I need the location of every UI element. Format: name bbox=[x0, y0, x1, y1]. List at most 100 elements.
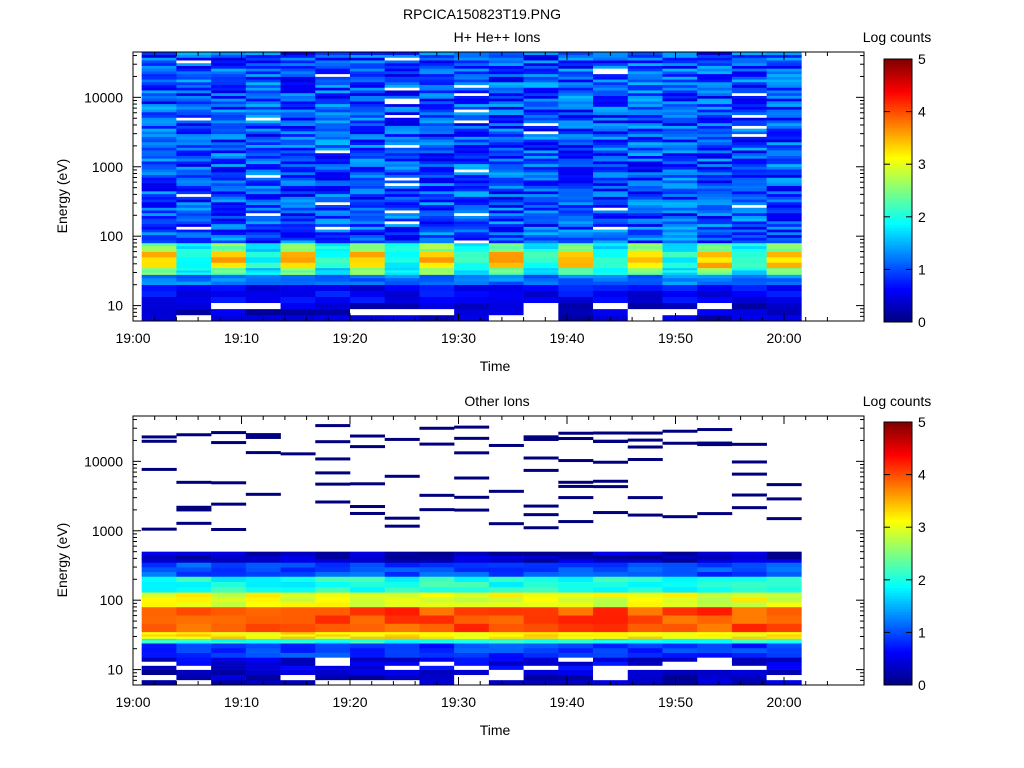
heatmap-cell bbox=[627, 120, 663, 124]
heatmap-cell bbox=[697, 103, 733, 107]
heatmap-cell bbox=[593, 103, 629, 107]
heatmap-cell bbox=[211, 237, 247, 241]
heatmap-cell bbox=[523, 177, 559, 181]
heatmap-cell bbox=[280, 674, 316, 681]
heatmap-cell bbox=[766, 62, 802, 66]
heatmap-cell bbox=[697, 114, 733, 118]
heatmap-cell bbox=[731, 82, 767, 86]
heatmap-cell bbox=[523, 174, 559, 178]
heatmap-cell bbox=[558, 480, 594, 484]
heatmap-cell bbox=[315, 592, 351, 598]
heatmap-cell bbox=[697, 68, 733, 72]
heatmap-cell bbox=[350, 581, 386, 588]
heatmap-cell bbox=[731, 221, 767, 225]
heatmap-cell bbox=[384, 191, 420, 195]
heatmap-cell bbox=[627, 54, 663, 58]
heatmap-cell bbox=[593, 431, 629, 435]
heatmap-cell bbox=[280, 229, 316, 233]
heatmap-cell bbox=[766, 267, 802, 271]
colorbar-swatch bbox=[884, 114, 912, 118]
heatmap-cell bbox=[731, 641, 767, 644]
heatmap-cell bbox=[731, 281, 767, 285]
heatmap-cell bbox=[488, 73, 524, 77]
heatmap-cell bbox=[280, 182, 316, 186]
heatmap-cell bbox=[350, 290, 386, 298]
heatmap-cell bbox=[488, 234, 524, 238]
heatmap-cell bbox=[315, 128, 351, 132]
colorbar-swatch bbox=[884, 269, 912, 273]
heatmap-cell bbox=[141, 133, 177, 137]
heatmap-cell bbox=[280, 248, 316, 252]
heatmap-cell bbox=[419, 84, 455, 88]
colorbar-frame bbox=[883, 58, 913, 323]
heatmap-cell bbox=[211, 136, 247, 140]
colorbar-swatch bbox=[884, 511, 912, 515]
heatmap-cell bbox=[350, 155, 386, 159]
heatmap-cell bbox=[419, 508, 455, 512]
heatmap-cell bbox=[593, 634, 629, 637]
heatmap-cell bbox=[697, 443, 733, 447]
heatmap-cell bbox=[488, 522, 524, 526]
colorbar-swatch bbox=[884, 143, 912, 147]
colorbar-swatch bbox=[884, 108, 912, 112]
heatmap-cell bbox=[523, 437, 559, 441]
heatmap-cell bbox=[523, 136, 559, 140]
heatmap-cell bbox=[211, 71, 247, 75]
colorbar-label: Log counts bbox=[863, 29, 932, 45]
heatmap-cell bbox=[176, 212, 212, 216]
heatmap-cell bbox=[488, 284, 524, 292]
heatmap-cell bbox=[419, 158, 455, 162]
heatmap-cell bbox=[697, 274, 733, 279]
heatmap-cell bbox=[350, 117, 386, 121]
colorbar-swatch bbox=[884, 277, 912, 281]
heatmap-cell bbox=[766, 237, 802, 241]
heatmap-cell bbox=[315, 62, 351, 66]
heatmap-cell bbox=[662, 196, 698, 200]
heatmap-cell bbox=[766, 558, 802, 563]
colorbar-swatch bbox=[884, 642, 912, 646]
heatmap-cell bbox=[593, 65, 629, 69]
heatmap-cell bbox=[384, 57, 420, 61]
heatmap-cell bbox=[245, 576, 281, 582]
heatmap-cell bbox=[176, 128, 212, 132]
heatmap-cell bbox=[488, 103, 524, 107]
heatmap-cell bbox=[245, 87, 281, 91]
heatmap-cell bbox=[454, 262, 490, 269]
heatmap-cell bbox=[176, 62, 212, 66]
heatmap-cell bbox=[245, 114, 281, 118]
heatmap-cell bbox=[419, 54, 455, 58]
heatmap-cell bbox=[280, 245, 316, 249]
heatmap-cell bbox=[627, 163, 663, 167]
heatmap-cell bbox=[245, 270, 281, 273]
colorbar-swatch bbox=[884, 485, 912, 489]
heatmap-cell bbox=[141, 95, 177, 99]
heatmap-cell bbox=[384, 226, 420, 230]
heatmap-cell bbox=[419, 493, 455, 497]
heatmap-cell bbox=[419, 95, 455, 99]
heatmap-cell bbox=[141, 152, 177, 156]
heatmap-cell bbox=[488, 62, 524, 66]
heatmap-cell bbox=[315, 232, 351, 236]
heatmap-cell bbox=[697, 191, 733, 195]
heatmap-cell bbox=[454, 199, 490, 203]
colorbar-swatch bbox=[884, 303, 912, 307]
heatmap-cell bbox=[315, 139, 351, 143]
heatmap-cell bbox=[662, 647, 698, 653]
heatmap-cell bbox=[697, 133, 733, 137]
heatmap-cell bbox=[141, 267, 177, 271]
colorbar-tick-label: 4 bbox=[918, 467, 926, 483]
heatmap-cell bbox=[697, 597, 733, 603]
heatmap-cell bbox=[211, 202, 247, 206]
colorbar-swatch bbox=[884, 135, 912, 139]
heatmap-cell bbox=[211, 223, 247, 227]
heatmap-cell bbox=[141, 636, 177, 639]
heatmap-cell bbox=[350, 237, 386, 241]
heatmap-cell bbox=[766, 204, 802, 208]
heatmap-cell bbox=[350, 223, 386, 227]
heatmap-cell bbox=[176, 98, 212, 102]
colorbar-swatch bbox=[884, 495, 912, 499]
heatmap-cell bbox=[454, 640, 490, 642]
heatmap-cell bbox=[523, 456, 559, 460]
heatmap-cell bbox=[488, 172, 524, 176]
heatmap-cell bbox=[488, 229, 524, 233]
